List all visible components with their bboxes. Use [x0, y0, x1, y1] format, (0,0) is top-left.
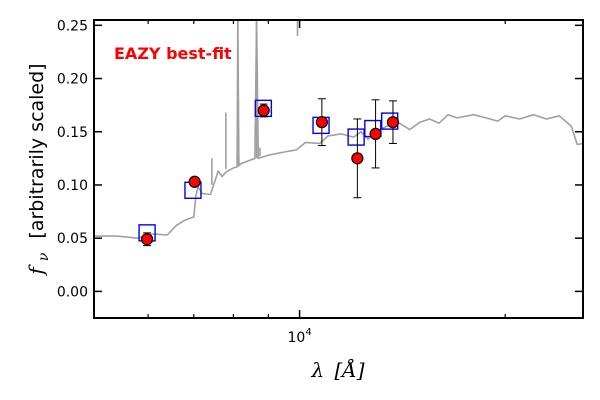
- y-axis-label-text: [arbitrarily scaled]: [26, 63, 48, 238]
- svg-text:f ν [arbitrarily s: f ν [arbitrarily scaled]: [24, 63, 53, 276]
- plot-frame: [93, 19, 584, 319]
- x-axis-title: λ [Å]: [310, 357, 364, 382]
- observed-flux-point-6: [386, 116, 400, 129]
- x-axis-symbol: λ: [310, 358, 324, 382]
- axis-ticks: 0.00 0.05 0.10 0.15 0.20 0.25 104: [57, 18, 583, 346]
- y-axis-symbol: f: [24, 264, 48, 277]
- y-axis-title: f ν [arbitrarily scaled]: [24, 63, 53, 276]
- observed-flux-point-3: [315, 116, 328, 129]
- observed-flux-point-1: [188, 175, 201, 188]
- y-tick-label-3: 0.15: [57, 125, 88, 141]
- y-tick-label-0: 0.00: [57, 284, 88, 300]
- y-tick-label-2: 0.10: [57, 178, 88, 194]
- annotation-eazy-best-fit: EAZY best-fit: [114, 44, 232, 63]
- y-tick-label-4: 0.20: [57, 72, 88, 88]
- observed-flux-point-0: [140, 233, 154, 246]
- spectrum-line: [94, 20, 583, 239]
- plot-data: [94, 20, 583, 247]
- x-axis-unit: [Å]: [334, 357, 364, 382]
- x-tick-label-0: 104: [287, 327, 311, 346]
- y-tick-label-1: 0.05: [57, 231, 88, 247]
- y-axis-subscript: ν: [36, 252, 52, 261]
- observed-flux-point-5: [369, 127, 382, 140]
- svg-text:λ [Å]: λ [Å]: [310, 357, 364, 382]
- observed-flux-point-4: [351, 152, 364, 165]
- observed-flux-point-2: [257, 104, 270, 117]
- y-tick-label-5: 0.25: [57, 18, 88, 34]
